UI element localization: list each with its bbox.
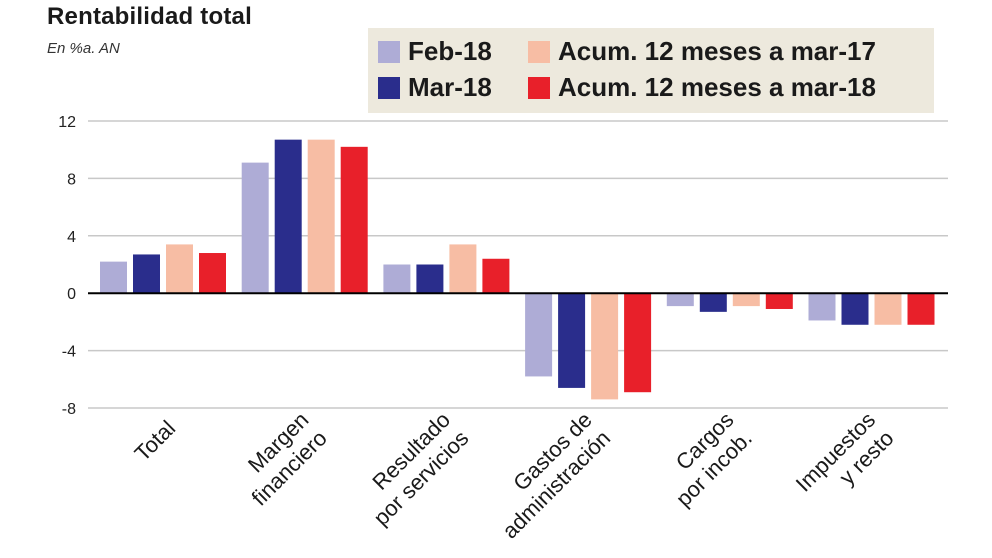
legend-swatch-mar18 [378,76,400,99]
y-tick-label: 8 [67,171,76,188]
legend-label-acum18: Acum. 12 meses a mar-18 [558,72,876,102]
legend-label-mar18: Mar-18 [408,72,492,102]
x-category-label: Resultadopor servicios [350,407,473,530]
legend-item-acum18: Acum. 12 meses a mar-18 [528,72,876,103]
x-category-label: Cargospor incob. [653,407,757,511]
legend-label-acum17: Acum. 12 meses a mar-17 [558,36,876,66]
y-tick-label: -8 [62,401,76,418]
bar-acum-12-meses-a-mar-17-2 [449,244,477,294]
legend-item-feb18: Feb-18 [378,36,492,67]
bar-acum-12-meses-a-mar-18-1 [340,146,368,294]
bar-acum-12-meses-a-mar-17-1 [307,139,335,294]
chart-subtitle: En %a. AN [47,40,120,57]
bar-mar-18-2 [416,264,444,294]
x-category-label: Gastos deadministración [479,407,615,543]
bar-mar-18-5 [841,293,869,325]
bar-feb-18-5 [808,293,836,321]
bar-feb-18-0 [100,261,127,294]
y-tick-label: -4 [62,344,76,361]
bar-acum-12-meses-a-mar-18-2 [482,258,510,294]
legend-item-acum17: Acum. 12 meses a mar-17 [528,36,876,67]
y-tick-label: 12 [58,114,76,131]
bar-acum-12-meses-a-mar-17-4 [732,293,760,307]
bar-mar-18-0 [133,254,160,294]
y-tick-label: 4 [67,229,76,246]
x-category-label: Total [130,416,181,467]
bar-acum-12-meses-a-mar-18-5 [907,293,935,325]
bar-mar-18-1 [274,139,302,294]
bar-acum-12-meses-a-mar-17-0 [166,244,193,294]
legend-item-mar18: Mar-18 [378,72,492,103]
x-category-label: Margenfinanciero [228,407,332,511]
legend-swatch-feb18 [378,40,400,63]
bar-acum-12-meses-a-mar-18-4 [765,293,793,309]
x-category-label-line: Total [130,416,181,467]
bar-feb-18-4 [666,293,694,307]
bar-acum-12-meses-a-mar-17-5 [874,293,902,325]
bar-acum-12-meses-a-mar-18-0 [199,253,226,294]
bar-feb-18-2 [383,264,411,294]
legend-swatch-acum17 [528,40,550,63]
chart-title: Rentabilidad total [47,3,252,30]
bar-mar-18-4 [699,293,727,312]
bar-acum-12-meses-a-mar-18-3 [624,293,652,393]
bar-acum-12-meses-a-mar-17-3 [591,293,619,400]
legend: Feb-18 Acum. 12 meses a mar-17 Mar-18 Ac… [368,28,934,113]
bar-feb-18-1 [241,162,269,294]
y-tick-label: 0 [67,286,76,303]
legend-label-feb18: Feb-18 [408,36,492,66]
legend-swatch-acum18 [528,76,550,99]
x-category-label: Impuestosy resto [791,407,899,515]
bar-mar-18-3 [558,293,586,388]
bar-feb-18-3 [525,293,553,377]
